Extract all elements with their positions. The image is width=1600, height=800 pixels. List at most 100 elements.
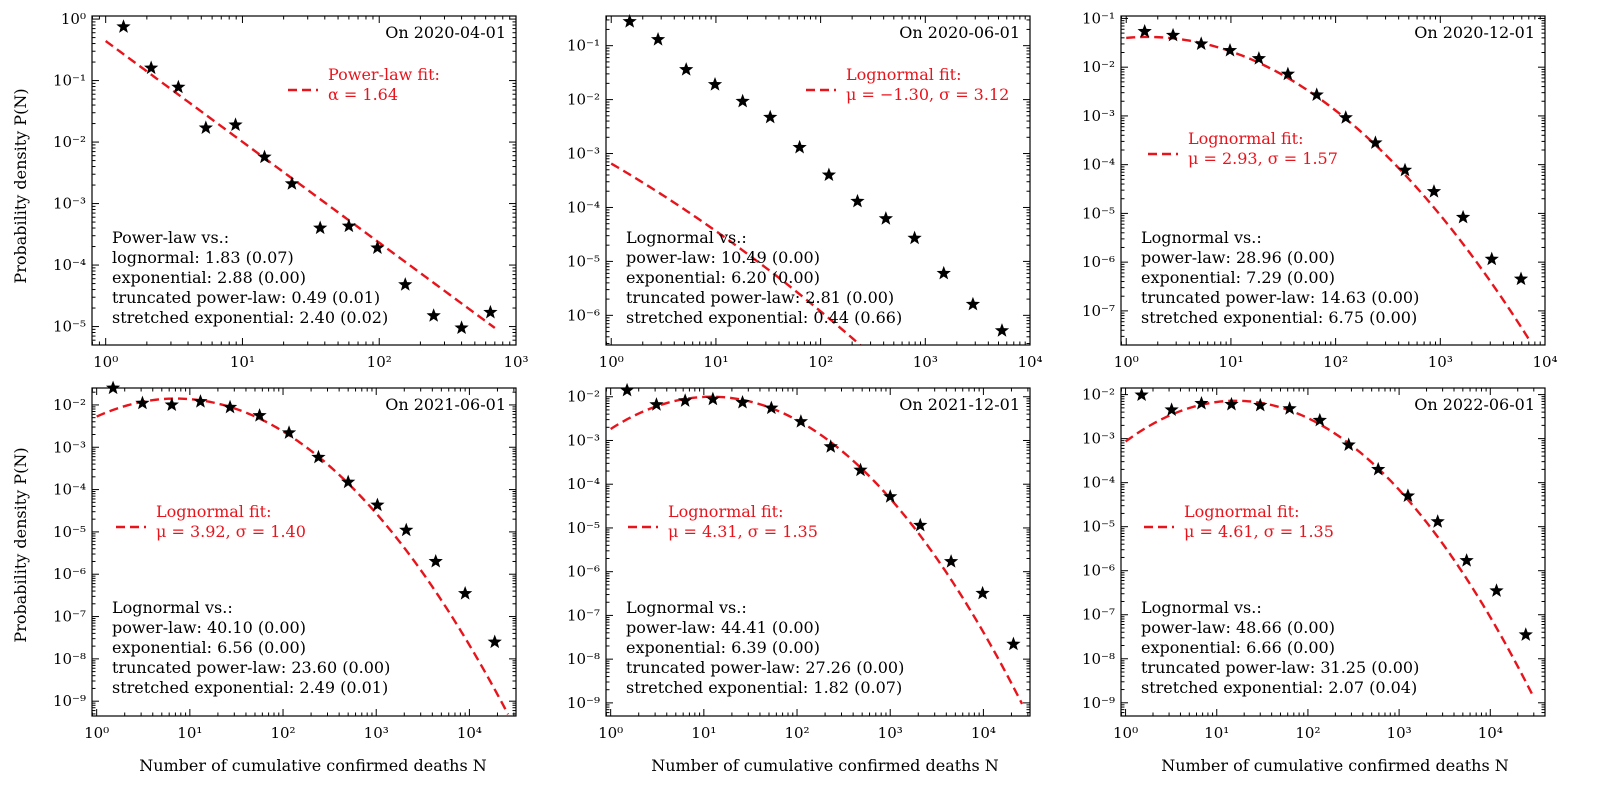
data-point [370, 240, 385, 254]
data-point [850, 193, 865, 208]
x-tick-label: 10² [1323, 353, 1348, 371]
comparison-sep: : [710, 618, 720, 637]
data-point [487, 634, 502, 649]
comparison-name: truncated power-law [1141, 658, 1310, 677]
y-tick-label: 10⁻⁶ [1082, 253, 1115, 271]
comparison-sep: : [1310, 288, 1320, 307]
comparison-p: (0.00) [1282, 268, 1335, 287]
comparison-value: 2.88 [217, 268, 253, 287]
data-point [763, 109, 778, 124]
y-tick-label: 10⁻⁷ [567, 606, 600, 624]
comparison-value: 7.29 [1246, 268, 1282, 287]
x-tick-label: 10⁰ [93, 353, 118, 371]
comparison-value: 2.07 [1328, 678, 1364, 697]
comparison-name: stretched exponential [112, 678, 289, 697]
comparison-sep: : [795, 288, 805, 307]
y-tick-label: 10⁻⁸ [1082, 650, 1115, 668]
data-point [823, 439, 838, 453]
x-tick-label: 10² [1295, 724, 1320, 742]
comparison-row: stretched exponential: 0.44 (0.66) [626, 308, 902, 327]
comparison-value: 14.63 [1320, 288, 1366, 307]
data-point [341, 218, 357, 233]
data-point [793, 414, 809, 428]
data-point [619, 382, 635, 397]
data-point [735, 93, 750, 108]
comparison-sep: : [289, 308, 299, 327]
data-point [1222, 42, 1238, 57]
x-tick-label: 10¹ [177, 724, 202, 742]
y-tick-label: 10⁻² [1082, 386, 1115, 404]
comparison-row: truncated power-law: 31.25 (0.00) [1141, 658, 1419, 677]
comparison-sep: : [1310, 658, 1320, 677]
fit-legend-text: Power-law fit: [328, 65, 440, 84]
comparison-name: exponential [112, 268, 207, 287]
data-point [341, 474, 356, 489]
comparison-name: truncated power-law [112, 288, 281, 307]
y-tick-label: 10⁻⁶ [53, 565, 86, 583]
y-tick-label: 10⁻⁹ [567, 694, 600, 712]
panel-5: 10⁰ 10¹ 10² 10³ 10⁴ 10⁻⁹ 10⁻⁸ 10⁻⁷ 10⁻⁶ 10⁻⁵ 10⁻⁴ 1… [567, 382, 1031, 742]
data-point [1368, 135, 1383, 149]
data-point [883, 489, 898, 503]
comparison-sep: : [289, 678, 299, 697]
data-point [313, 220, 328, 235]
data-point [311, 449, 326, 464]
comparison-p: (0.00) [767, 638, 820, 657]
fit-legend-text: Lognormal fit: [1188, 129, 1304, 148]
comparison-row: stretched exponential: 1.82 (0.07) [626, 678, 902, 697]
comparison-p: (0.00) [841, 288, 894, 307]
data-point [198, 120, 213, 134]
comparison-p: (0.00) [253, 638, 306, 657]
data-point [1513, 271, 1529, 286]
y-tick-label: 10⁻⁴ [567, 475, 600, 493]
comparison-title: Lognormal vs.: [1141, 228, 1262, 247]
data-point [764, 400, 779, 415]
data-point [1134, 387, 1149, 402]
data-point [1006, 636, 1021, 651]
axes-frame [91, 15, 517, 346]
comparison-sep: : [710, 248, 720, 267]
data-point [943, 554, 959, 568]
y-tick-label: 10⁻³ [567, 145, 600, 163]
comparison-name: stretched exponential [626, 678, 803, 697]
data-point [1455, 209, 1471, 224]
x-tick-label: 10¹ [230, 353, 255, 371]
data-point [116, 19, 131, 33]
comparison-sep: : [721, 268, 731, 287]
axes-frame [1120, 387, 1546, 717]
data-point [171, 79, 186, 94]
data-point [284, 176, 300, 190]
axes-frame [605, 387, 1031, 717]
comparison-value: 44.41 [721, 618, 767, 637]
data-point [454, 320, 469, 334]
data-point [426, 308, 441, 322]
comparison-name: exponential [626, 638, 721, 657]
fit-legend-text: μ = 3.92, σ = 1.40 [156, 522, 306, 541]
data-point [1426, 184, 1442, 198]
comparison-row: exponential: 7.29 (0.00) [1141, 268, 1335, 287]
y-tick-label: 10⁻⁴ [53, 256, 86, 274]
comparison-name: stretched exponential [1141, 308, 1318, 327]
comparison-value: 1.83 [205, 248, 241, 267]
y-tick-label: 10⁻² [53, 396, 86, 414]
data-point [1194, 36, 1209, 50]
x-tick-label: 10³ [1428, 353, 1453, 371]
y-tick-label: 10⁻⁶ [567, 306, 600, 324]
comparison-value: 6.56 [217, 638, 253, 657]
comparison-value: 6.66 [1246, 638, 1282, 657]
panel-3: 10⁰ 10¹ 10² 10³ 10⁴ 10⁻⁷ 10⁻⁶ 10⁻⁵ 10⁻⁴ 10⁻³ 10⁻² 1… [1082, 9, 1558, 371]
data-point [164, 397, 179, 411]
fit-legend-text: α = 1.64 [328, 85, 398, 104]
comparison-value: 0.44 [813, 308, 849, 327]
comparison-name: power-law [1141, 618, 1226, 637]
data-point [975, 585, 990, 600]
comparison-sep: : [194, 248, 204, 267]
comparison-p: (0.00) [253, 268, 306, 287]
comparison-title: Lognormal vs.: [1141, 598, 1262, 617]
comparison-title: Lognormal vs.: [626, 228, 747, 247]
comparison-p: (0.66) [849, 308, 902, 327]
x-tick-label: 10³ [878, 724, 903, 742]
data-point [1400, 488, 1416, 502]
comparison-title: Lognormal vs.: [112, 598, 233, 617]
comparison-p: (0.01) [327, 288, 380, 307]
